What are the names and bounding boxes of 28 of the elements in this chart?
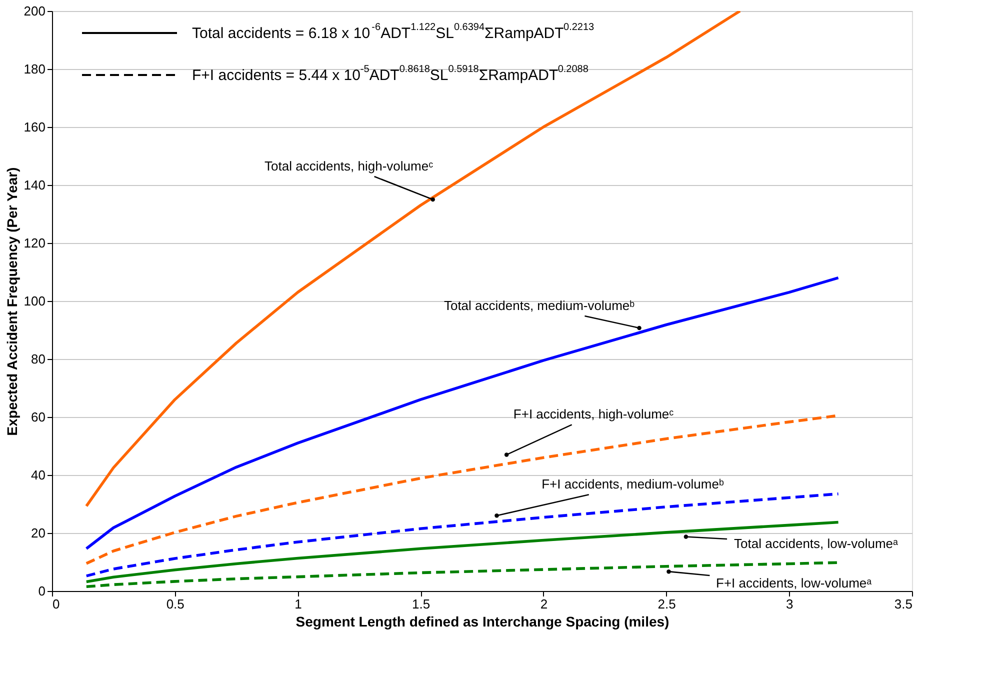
x-tick-label: 0 — [52, 596, 60, 612]
x-axis-title: Segment Length defined as Interchange Spacing (miles) — [296, 614, 670, 630]
y-tick-label: 20 — [31, 526, 46, 540]
y-tick-label: 0 — [38, 584, 46, 598]
y-tick-label: 60 — [31, 410, 46, 424]
x-tick-label: 2 — [540, 596, 548, 612]
annotation: F+I accidents, high-volumeᶜ — [513, 406, 674, 422]
y-tick-label: 160 — [24, 120, 46, 134]
y-axis-title: Expected Accident Frequency (Per Year) — [4, 167, 20, 436]
y-tick-label: 200 — [24, 4, 46, 18]
x-tick-label: 3 — [786, 596, 794, 612]
y-tick-label: 180 — [24, 62, 46, 76]
y-tick-label: 100 — [24, 294, 46, 308]
x-tick-label: 1.5 — [412, 596, 430, 612]
x-tick-label: 2.5 — [658, 596, 676, 612]
annotation: F+I accidents, medium-volumeᵇ — [542, 476, 724, 492]
y-tick-label: 40 — [31, 468, 46, 482]
y-tick-label: 80 — [31, 352, 46, 366]
x-tick-label: 0.5 — [166, 596, 184, 612]
annotation: Total accidents, high-volumeᶜ — [264, 158, 434, 174]
line-series — [85, 11, 742, 508]
annotation: Total accidents, low-volumeᵃ — [734, 536, 898, 551]
y-tick-label: 120 — [24, 236, 46, 250]
x-tick-label: 3.5 — [894, 596, 912, 612]
y-tick-label: 140 — [24, 178, 46, 192]
annotation: F+I accidents, low-volumeᵃ — [716, 576, 872, 591]
x-tick-label: 1 — [294, 596, 302, 612]
annotation: Total accidents, medium-volumeᵇ — [444, 298, 635, 313]
